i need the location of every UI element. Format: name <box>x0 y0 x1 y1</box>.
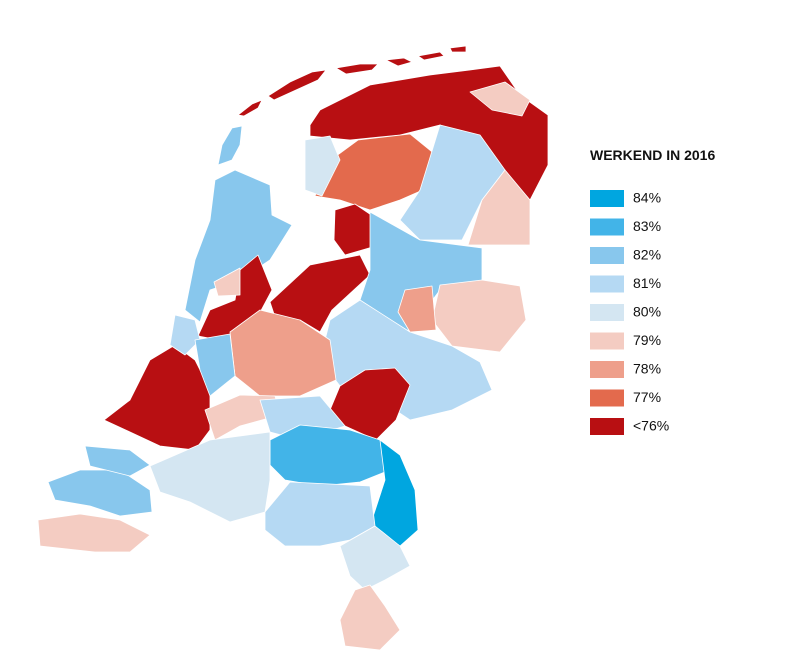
legend-label: 82% <box>633 247 661 263</box>
legend-label: 78% <box>633 361 661 377</box>
region <box>339 584 401 651</box>
legend-swatch <box>590 332 624 350</box>
legend-swatch <box>590 389 624 407</box>
legend-label: 80% <box>633 304 661 320</box>
legend-swatch <box>590 304 624 321</box>
region <box>103 344 211 451</box>
legend-title: WERKEND IN 2016 <box>590 147 715 163</box>
region <box>339 525 411 591</box>
region <box>194 333 236 397</box>
region <box>469 81 531 117</box>
region <box>149 431 271 523</box>
legend-label: 83% <box>633 218 661 234</box>
legend-label: 79% <box>633 332 661 348</box>
region <box>397 285 437 333</box>
region <box>237 99 263 117</box>
region <box>385 57 413 67</box>
legend-label: 84% <box>633 190 661 206</box>
region <box>47 469 153 517</box>
legend-swatch <box>590 418 624 435</box>
region <box>304 135 341 197</box>
region <box>417 51 445 61</box>
region <box>213 267 241 297</box>
region <box>267 69 327 101</box>
region <box>229 309 337 397</box>
region <box>269 424 391 487</box>
region <box>314 133 443 211</box>
region <box>37 513 151 553</box>
region <box>84 445 151 477</box>
region <box>431 279 527 353</box>
legend-swatch <box>590 275 624 293</box>
legend-swatch <box>590 218 624 236</box>
region <box>335 63 379 75</box>
region <box>369 439 419 547</box>
map <box>37 45 549 651</box>
legend-swatch <box>590 247 624 264</box>
region <box>169 314 201 356</box>
region <box>467 169 531 246</box>
legend-label: 81% <box>633 275 661 291</box>
legend: WERKEND IN 2016 84% 83% 82% 81% 80% 79% 78% 77%… <box>590 147 715 435</box>
region <box>217 125 243 166</box>
region <box>399 124 506 241</box>
legend-label: 77% <box>633 389 661 405</box>
legend-swatch <box>590 361 624 378</box>
region <box>449 45 467 53</box>
legend-swatch <box>590 190 624 207</box>
legend-label: <76% <box>633 418 669 434</box>
